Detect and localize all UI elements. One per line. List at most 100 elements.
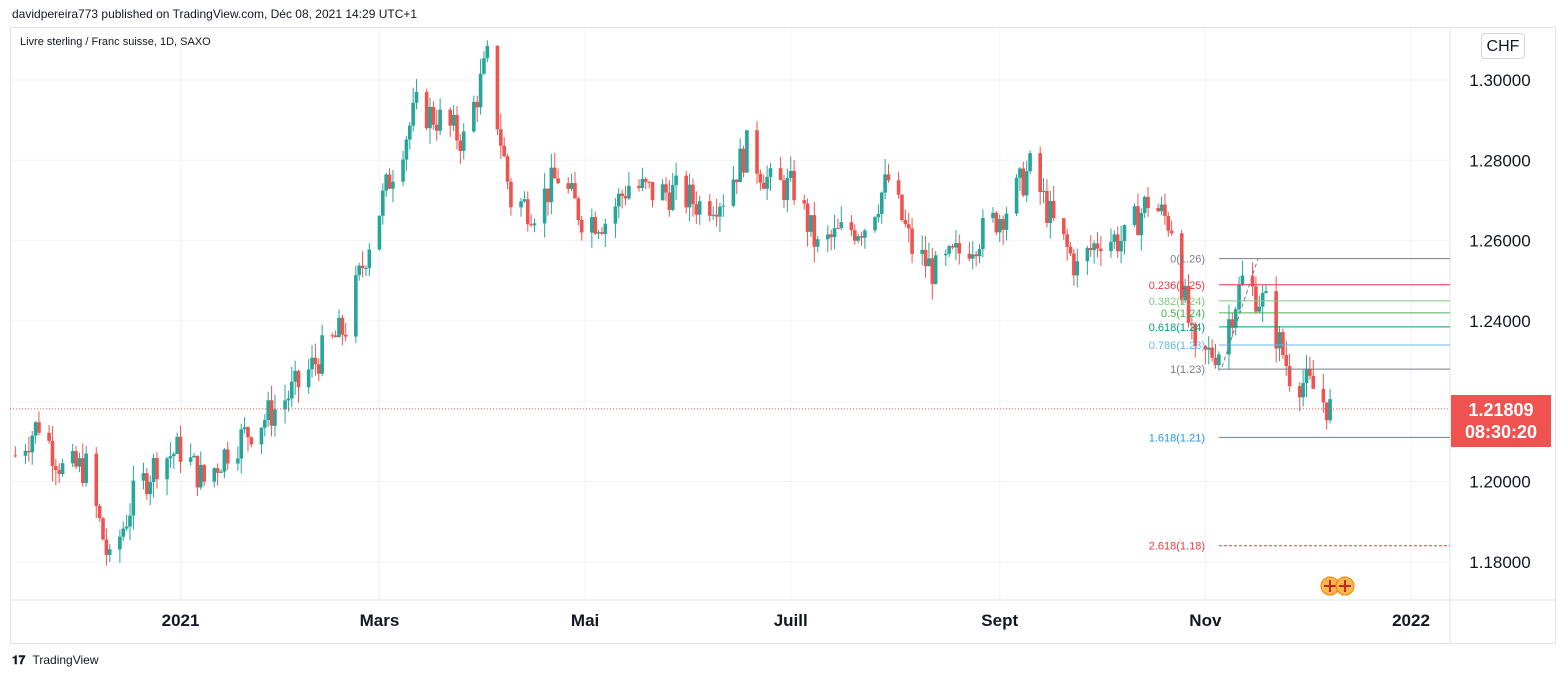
candle-body	[337, 317, 341, 338]
x-tick-label: Mars	[360, 611, 400, 630]
candle-body	[994, 212, 999, 233]
candle-body	[461, 131, 466, 151]
candle-body	[647, 181, 651, 183]
candle-body	[1206, 347, 1211, 350]
candle-body	[37, 422, 41, 433]
currency-badge[interactable]: CHF	[1481, 33, 1525, 59]
candle-body	[124, 526, 129, 529]
candle-body	[340, 317, 345, 335]
fib-level-label: 0.5(1.24)	[1161, 308, 1205, 320]
candle-body	[785, 177, 790, 201]
candle-body	[1217, 354, 1221, 366]
candle-body	[168, 456, 173, 459]
candle-body	[172, 453, 176, 457]
candle-body	[77, 458, 82, 467]
candle-body	[863, 230, 867, 238]
candle-body	[1274, 291, 1278, 349]
candle-body	[542, 188, 547, 224]
candle-body	[1166, 216, 1171, 231]
candle-body	[387, 174, 392, 189]
candle-body	[1001, 219, 1005, 230]
candle-body	[569, 183, 574, 189]
symbol-title[interactable]: Livre sterling / Franc suisse, 1D, SAXO	[20, 36, 211, 48]
fib-level-label: 2.618(1.18)	[1149, 541, 1205, 553]
candle-body	[900, 194, 904, 220]
candle-body	[1203, 346, 1208, 350]
candle-body	[1321, 388, 1326, 403]
candle-body	[273, 409, 277, 426]
footer-brand[interactable]: 𝟏𝟕 TradingView	[12, 653, 99, 668]
candle-body	[1250, 275, 1255, 287]
candle-body	[212, 468, 217, 482]
candle-body	[33, 422, 38, 436]
candle-body	[401, 159, 405, 182]
candle-body	[1308, 368, 1312, 376]
candle-body	[263, 420, 267, 428]
candle-body	[384, 174, 388, 191]
candle-body	[981, 218, 985, 250]
candle-body	[57, 469, 61, 475]
x-tick-label: Juill	[774, 611, 808, 630]
candle-body	[1024, 171, 1029, 196]
chart-frame[interactable]	[10, 27, 1556, 644]
candle-body	[54, 465, 58, 470]
last-price-tag: 1.21809 08:30:20	[1451, 395, 1551, 447]
candle-body	[522, 199, 527, 202]
candle-body	[509, 181, 513, 208]
candle-body	[316, 364, 321, 374]
candle-body	[859, 236, 864, 238]
candle-body	[947, 246, 951, 254]
candle-body	[1028, 153, 1032, 172]
candle-body	[23, 450, 28, 456]
candle-body	[141, 473, 146, 481]
candle-body	[1068, 246, 1073, 254]
candle-body	[1038, 153, 1042, 193]
candle-body	[718, 206, 722, 217]
candle-body	[1304, 368, 1309, 384]
candle-body	[320, 335, 324, 374]
candle-body	[1297, 386, 1302, 398]
candle-body	[1159, 204, 1164, 212]
candle-body	[249, 437, 254, 445]
candle-body	[236, 458, 240, 464]
candle-body	[94, 453, 99, 506]
candle-body	[1264, 291, 1268, 293]
candle-body	[485, 45, 490, 59]
candle-body	[1233, 309, 1238, 328]
candle-body	[977, 249, 982, 257]
candle-body	[1119, 241, 1123, 252]
candle-body	[930, 258, 935, 284]
candle-body	[1041, 190, 1046, 193]
candle-body	[640, 178, 645, 188]
candle-body	[80, 458, 85, 483]
candle-body	[286, 398, 291, 401]
candle-body	[296, 370, 301, 388]
candle-body	[579, 219, 584, 233]
candle-body	[734, 179, 739, 183]
candle-body	[741, 148, 746, 173]
candle-body	[27, 450, 31, 453]
candle-body	[532, 223, 537, 226]
candle-body	[151, 458, 156, 483]
candle-body	[832, 228, 837, 238]
candle-body	[997, 219, 1002, 233]
candle-body	[202, 464, 206, 482]
candle-body	[576, 198, 581, 220]
candle-body	[495, 45, 500, 130]
candle-body	[556, 178, 560, 184]
candle-body	[812, 215, 817, 247]
candle-body	[927, 258, 931, 267]
candle-body	[637, 185, 641, 188]
candle-body	[674, 175, 678, 186]
candle-body	[131, 480, 136, 516]
fib-level-label: 0.618(1.24)	[1149, 322, 1205, 334]
candle-body	[627, 185, 631, 199]
candle-body	[354, 275, 358, 337]
candle-body	[670, 185, 675, 210]
candle-body	[792, 170, 796, 201]
candle-body	[643, 178, 648, 182]
candle-body	[802, 200, 807, 204]
candle-body	[1122, 225, 1127, 242]
candle-body	[691, 184, 695, 205]
